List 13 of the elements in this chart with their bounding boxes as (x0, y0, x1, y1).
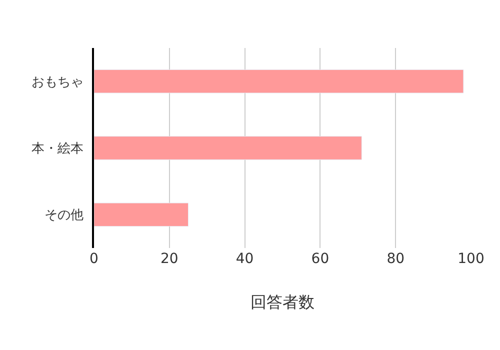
y-tick-label: その他 (44, 208, 84, 224)
x-tick-label: 80 (386, 251, 405, 267)
x-tick-label: 100 (458, 251, 484, 267)
x-tick-label: 60 (311, 251, 330, 267)
bar (94, 69, 464, 94)
y-tick-label: 本・絵本 (31, 142, 84, 157)
x-tick-label: 20 (160, 251, 178, 267)
bar (94, 202, 188, 227)
x-tick-label: 40 (236, 251, 254, 267)
x-axis-title: 回答者数 (250, 292, 314, 312)
x-tick-label: 0 (90, 251, 98, 267)
y-tick-label: おもちゃ (31, 74, 84, 90)
bar (94, 136, 362, 160)
